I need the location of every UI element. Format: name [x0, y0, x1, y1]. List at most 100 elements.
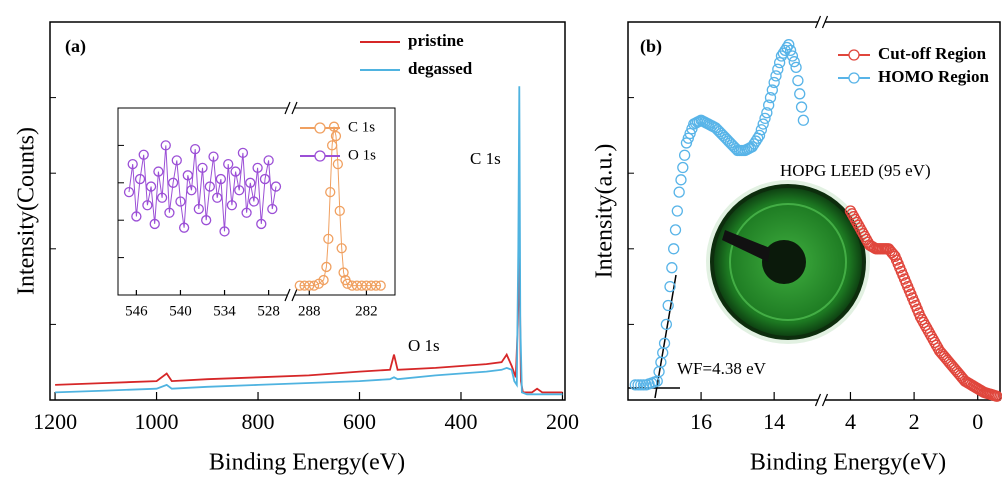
- data-point-fill: [635, 379, 647, 391]
- data-point: [153, 166, 164, 177]
- x-tick-label: 528: [257, 303, 280, 319]
- data-point-fill: [662, 299, 674, 312]
- data-point-fill: [750, 135, 762, 147]
- data-point-fill: [764, 91, 777, 104]
- data-point: [134, 173, 146, 185]
- data-point: [270, 181, 282, 192]
- data-point: [197, 162, 208, 173]
- data-point-fill: [759, 112, 771, 125]
- data-point: [330, 130, 342, 142]
- data-point: [212, 192, 223, 203]
- data-point-fill: [677, 161, 689, 174]
- data-point-fill: [660, 318, 673, 331]
- y-axis-label: Intensity(a.u.): [592, 144, 618, 279]
- data-point: [318, 274, 329, 286]
- data-point: [673, 186, 685, 198]
- data-point: [186, 185, 197, 196]
- x-tick-label: 400: [444, 409, 477, 434]
- data-point: [149, 218, 160, 230]
- data-point: [328, 121, 340, 132]
- plot-frame: [49, 21, 566, 401]
- data-point: [201, 215, 212, 226]
- x-tick-label: 282: [355, 303, 378, 319]
- panel-label: (b): [640, 36, 662, 57]
- data-point: [193, 203, 204, 215]
- data-point: [304, 280, 315, 291]
- data-point: [131, 211, 142, 222]
- data-point: [245, 177, 256, 188]
- data-point-fill: [784, 44, 797, 56]
- axis-break: [284, 288, 298, 302]
- axis-break: [814, 393, 829, 407]
- data-point: [123, 186, 135, 198]
- series-line: [55, 86, 563, 396]
- data-point: [127, 158, 138, 170]
- data-point-fill: [669, 224, 682, 236]
- data-point-fill: [763, 99, 775, 111]
- data-point-fill: [668, 243, 680, 255]
- legend-label: Cut-off Region: [878, 44, 987, 63]
- data-point-fill: [686, 123, 698, 135]
- x-tick-label: 288: [298, 303, 321, 319]
- data-point-fill: [748, 138, 760, 150]
- data-point: [332, 158, 344, 170]
- x-tick-label: 16: [690, 409, 712, 434]
- data-point: [138, 149, 149, 160]
- axis-break-gap: [287, 105, 295, 111]
- data-point-fill: [795, 101, 808, 113]
- data-point: [308, 280, 320, 291]
- data-point: [666, 262, 678, 274]
- data-point: [252, 162, 263, 173]
- data-point: [783, 39, 795, 51]
- x-tick-label: 540: [169, 303, 192, 319]
- data-point: [167, 177, 179, 188]
- data-point-fill: [770, 70, 782, 82]
- data-point-fill: [794, 88, 806, 100]
- axis-break: [814, 15, 829, 29]
- data-point: [175, 196, 186, 207]
- x-axis-label: Binding Energy(eV): [750, 450, 946, 476]
- annotation: C 1s: [470, 149, 501, 168]
- data-point: [215, 173, 227, 185]
- data-point: [204, 181, 215, 192]
- data-point: [178, 222, 190, 233]
- data-point-fill: [675, 174, 687, 186]
- data-point: [267, 203, 278, 215]
- data-point: [746, 141, 758, 153]
- data-point-fill: [632, 379, 644, 391]
- data-point-fill: [671, 205, 683, 217]
- x-tick-label: 1200: [33, 409, 77, 434]
- axis-break-gap: [287, 292, 295, 298]
- data-point: [259, 173, 271, 185]
- data-point: [190, 143, 201, 155]
- data-point: [753, 129, 766, 142]
- data-point-fill: [637, 379, 650, 391]
- axis-break-gap: [818, 397, 825, 403]
- data-point-fill: [757, 118, 769, 130]
- data-point-fill: [786, 50, 799, 62]
- legend-marker: [314, 122, 326, 134]
- data-point-fill: [772, 63, 784, 75]
- fit-line: [654, 274, 677, 399]
- data-point-fill: [792, 74, 804, 87]
- x-tick-label: 14: [763, 409, 785, 434]
- legend-label: O 1s: [348, 147, 376, 163]
- data-point: [182, 170, 193, 181]
- legend-label: HOMO Region: [878, 67, 990, 86]
- data-point: [208, 151, 219, 162]
- x-tick-label: 600: [343, 409, 376, 434]
- data-point: [226, 200, 238, 211]
- data-point-fill: [779, 44, 791, 56]
- data-point: [342, 278, 353, 289]
- panel-label: (a): [65, 36, 86, 57]
- legend-label: pristine: [408, 31, 464, 50]
- data-point: [219, 226, 230, 237]
- data-point: [334, 205, 345, 217]
- data-point: [338, 267, 349, 278]
- plot-frame: [627, 21, 1001, 401]
- data-point-fill: [678, 149, 691, 161]
- axis-break: [284, 101, 298, 115]
- data-point: [326, 140, 338, 151]
- annotation: O 1s: [408, 336, 440, 355]
